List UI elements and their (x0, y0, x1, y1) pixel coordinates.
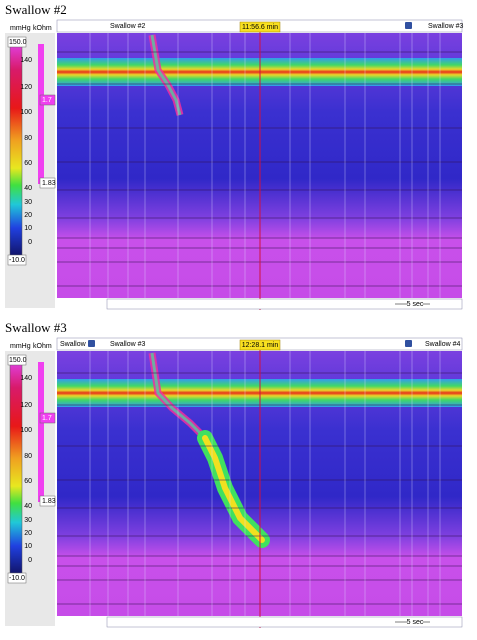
impedance-mark: 1.7 (42, 415, 52, 422)
scale-box (7, 36, 27, 48)
panel-title: Swallow #2 (5, 2, 67, 17)
pressure-scale-label: 100 (20, 427, 32, 434)
scale-bar-label: 5 sec (407, 301, 424, 308)
pressure-scale-label: 120 (20, 402, 32, 409)
pressure-scale-label: 80 (24, 135, 32, 142)
tab-icon[interactable] (405, 340, 412, 347)
impedance-mark: 1.83 (42, 498, 56, 505)
pressure-scale-label: 150.0 (9, 357, 27, 364)
time-box (239, 339, 281, 351)
swallow-wave-core (150, 352, 207, 440)
pressure-scale-label: 150.0 (9, 39, 27, 46)
pressure-scale-label: 60 (24, 478, 32, 485)
swallow-wave-core (150, 34, 182, 116)
pressure-colorbar (9, 361, 23, 577)
pressure-scale-label: 120 (20, 84, 32, 91)
pressure-scale-label: 20 (24, 530, 32, 537)
scale-box (7, 254, 27, 266)
pressure-scale-label: 30 (24, 199, 32, 206)
impedance-mark-box (39, 177, 56, 189)
impedance-mark: 1.7 (42, 97, 52, 104)
pressure-scale-label: 60 (24, 160, 32, 167)
pressure-scale-label: 140 (20, 57, 32, 64)
pressure-scale-label: 140 (20, 375, 32, 382)
panel-title: Swallow #3 (5, 320, 67, 335)
pressure-unit: mmHg (10, 343, 31, 350)
swallow-tab[interactable]: Swallow #3 (110, 341, 146, 348)
pressure-scale-label: 80 (24, 453, 32, 460)
scale-box (7, 354, 27, 366)
pressure-scale-label: 40 (24, 503, 32, 510)
impedance-mark-box (39, 94, 56, 106)
impedance-unit: kOhm (33, 343, 52, 350)
scale-label-bg (407, 618, 423, 626)
pressure-scale-label: 0 (28, 239, 32, 246)
impedance-mark-box (39, 495, 56, 507)
pressure-unit: mmHg (10, 25, 31, 32)
footer-bar (106, 616, 463, 628)
swallow-tab[interactable]: Swallow #2 (110, 23, 146, 30)
footer-bar (106, 298, 463, 310)
pressure-scale-label: -10.0 (9, 575, 25, 582)
scale-box (7, 572, 27, 584)
pressure-scale-label: 0 (28, 557, 32, 564)
impedance-mark: 1.83 (42, 180, 56, 187)
tab-icon[interactable] (88, 340, 95, 347)
pressure-scale-label: 40 (24, 185, 32, 192)
impedance-unit: kOhm (33, 25, 52, 32)
tab-icon[interactable] (405, 22, 412, 29)
swallow-wave-core (202, 435, 265, 543)
swallow-tab[interactable]: Swallow #3 (428, 23, 464, 30)
pressure-scale-label: 10 (24, 225, 32, 232)
pressure-scale-label: -10.0 (9, 257, 25, 264)
impedance-bar (38, 362, 44, 502)
impedance-mark-box (39, 412, 56, 424)
pressure-scale-label: 100 (20, 109, 32, 116)
scale-label-bg (407, 300, 423, 308)
pressure-scale-label: 30 (24, 517, 32, 524)
pressure-scale-label: 20 (24, 212, 32, 219)
scale-bar-label: 5 sec (407, 619, 424, 626)
pressure-scale-label: 10 (24, 543, 32, 550)
time-box (239, 21, 281, 33)
impedance-bar (38, 44, 44, 184)
time-label: 11:56.6 min (242, 24, 278, 31)
swallow-tab[interactable]: Swallow (60, 341, 87, 348)
pressure-colorbar (9, 43, 23, 259)
swallow-tab[interactable]: Swallow #4 (425, 341, 461, 348)
time-label: 12:28.1 min (242, 342, 279, 349)
